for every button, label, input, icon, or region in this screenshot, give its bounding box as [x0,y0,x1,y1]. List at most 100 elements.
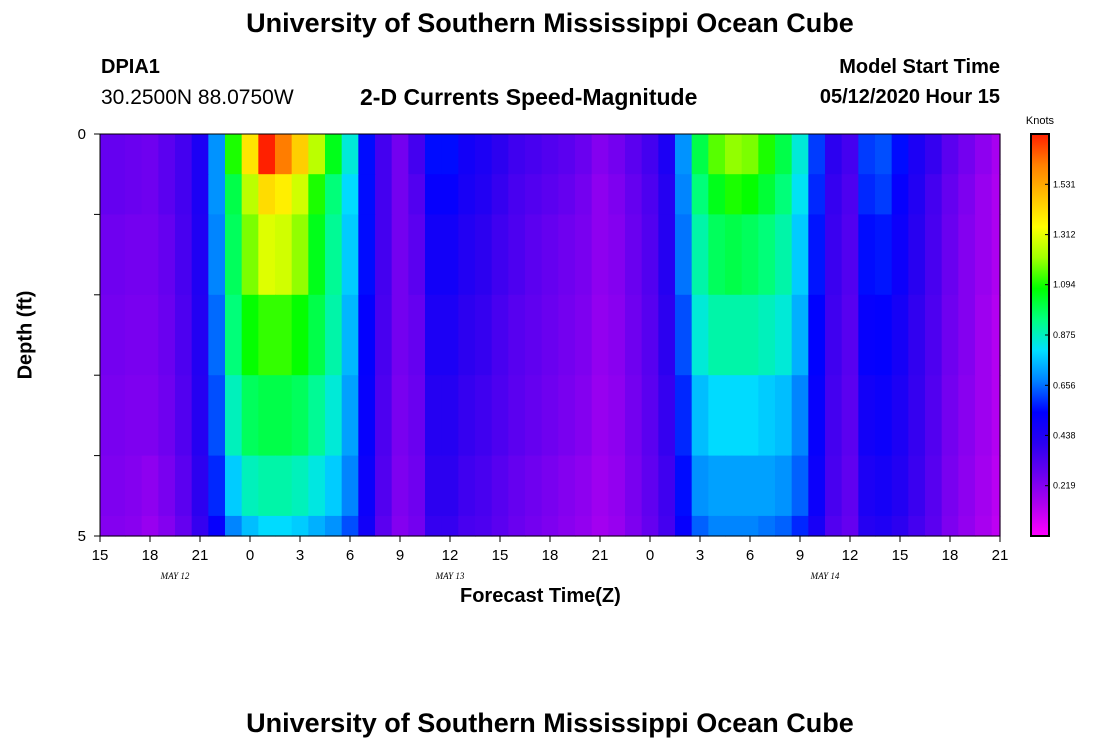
heatmap-cell [708,134,726,175]
heatmap-cell [758,214,776,296]
heatmap-cell [100,515,109,537]
heatmap-cell [425,375,443,457]
heatmap-cell [808,214,826,296]
heatmap-cell [675,294,693,376]
heatmap-cell [291,375,309,457]
heatmap-cell [375,214,393,296]
heatmap-cell [775,294,793,376]
heatmap-cell [108,214,126,296]
heatmap-cell [241,174,259,215]
heatmap-cell [841,515,859,537]
heatmap-cell [808,375,826,457]
heatmap-cell [925,294,943,376]
heatmap-cell [175,174,193,215]
heatmap-cell [408,294,426,376]
heatmap-cell [158,134,176,175]
heatmap-cell [875,134,893,175]
heatmap-cell [491,174,509,215]
x-tick-label: 21 [592,547,609,564]
heatmap-cell [225,214,243,296]
heatmap-cell [225,515,243,537]
heatmap-cell [841,214,859,296]
heatmap-cell [608,174,626,215]
heatmap-cell [891,134,909,175]
heatmap-cell [991,455,1001,517]
heatmap-cell [775,455,793,517]
heatmap-cell [125,294,143,376]
heatmap-cell [541,375,559,457]
heatmap-cell [175,214,193,296]
heatmap-cell [425,455,443,517]
heatmap-cell [975,134,993,175]
heatmap-cell [791,375,809,457]
heatmap-cell [325,214,343,296]
heatmap-cell [791,134,809,175]
heatmap-cell [875,214,893,296]
heatmap-cell [408,515,426,537]
heatmap-cell [641,174,659,215]
heatmap-cell [625,214,643,296]
x-axis-label: Forecast Time(Z) [460,585,621,607]
x-tick-label: 6 [346,547,354,564]
heatmap-cell [675,134,693,175]
heatmap-cell [241,455,259,517]
heatmap-cell [825,174,843,215]
heatmap-cell [625,515,643,537]
heatmap-cell [108,375,126,457]
heatmap-cell [975,174,993,215]
heatmap-cell [941,455,959,517]
heatmap-cell [341,515,359,537]
heatmap-cell [841,375,859,457]
heatmap-cell [575,455,593,517]
heatmap-cell [141,294,159,376]
heatmap-cell [558,455,576,517]
heatmap-cell [225,375,243,457]
heatmap-cell [741,134,759,175]
heatmap-cell [941,375,959,457]
heatmap-cell [225,174,243,215]
heatmap-cell [475,134,493,175]
heatmap-cell [158,294,176,376]
heatmap-cell [725,134,743,175]
heatmap-cell [275,375,293,457]
heatmap-cell [991,174,1001,215]
heatmap-cell [508,515,526,537]
x-tick-label: 3 [696,547,704,564]
heatmap-cell [508,375,526,457]
heatmap-cell [658,214,676,296]
heatmap-cell [541,134,559,175]
heatmap-cell [908,134,926,175]
heatmap-cell [958,294,976,376]
heatmap-cell [391,174,409,215]
heatmap-cell [491,455,509,517]
heatmap-cell [408,455,426,517]
heatmap-cell [741,375,759,457]
heatmap-cell [458,455,476,517]
x-tick-label: 18 [142,547,159,564]
heatmap-cell [108,134,126,175]
heatmap-cell [258,134,276,175]
heatmap-cell [908,375,926,457]
heatmap-cell [325,174,343,215]
heatmap-cell [241,214,259,296]
heatmap-cell [858,515,876,537]
heatmap-cell [525,455,543,517]
heatmap-cell [958,174,976,215]
colorbar-tick-label: 0.875 [1053,330,1076,340]
colorbar-unit-label: Knots [1026,115,1055,127]
heatmap-cell [608,134,626,175]
colorbar-tick-label: 0.656 [1053,380,1076,390]
heatmap-cell [158,214,176,296]
heatmap-cell [658,375,676,457]
heatmap-cell [475,515,493,537]
heatmap-cell [691,375,709,457]
heatmap-cell [525,134,543,175]
heatmap-cell [591,174,609,215]
y-tick-label: 5 [78,528,86,545]
heatmap-cell [908,515,926,537]
heatmap-cell [191,294,209,376]
x-tick-label: 15 [492,547,509,564]
heatmap-cell [741,174,759,215]
heatmap-cell [875,174,893,215]
heatmap-cell [658,455,676,517]
